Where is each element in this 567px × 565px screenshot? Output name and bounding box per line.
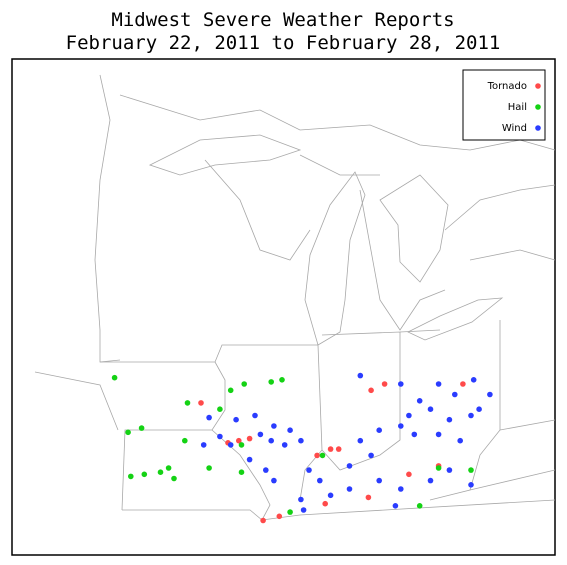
report-point	[327, 446, 334, 452]
report-point	[406, 412, 412, 419]
report-point	[468, 412, 474, 419]
report-point	[406, 471, 412, 478]
report-point	[157, 469, 164, 476]
report-point	[368, 387, 374, 394]
report-point	[335, 446, 342, 452]
report-point	[182, 437, 188, 444]
legend-label: Wind	[502, 123, 527, 134]
report-point	[446, 467, 453, 473]
report-point	[317, 477, 323, 484]
report-point	[260, 517, 266, 524]
report-point	[276, 513, 283, 520]
legend-marker	[535, 125, 541, 131]
report-point	[427, 406, 434, 413]
report-point	[184, 400, 191, 406]
report-point	[200, 442, 207, 448]
report-point	[298, 496, 304, 503]
report-point	[322, 500, 329, 507]
legend-marker	[535, 83, 541, 89]
report-point	[376, 477, 383, 484]
report-point	[128, 473, 134, 480]
report-point	[171, 475, 177, 482]
report-point	[198, 400, 204, 406]
report-point	[241, 381, 247, 387]
report-point	[271, 423, 277, 429]
report-point	[206, 465, 212, 471]
report-point	[346, 463, 353, 469]
report-point	[238, 469, 245, 476]
state-borders	[34, 74, 556, 521]
report-point	[365, 494, 372, 501]
report-point	[381, 381, 388, 387]
report-point	[476, 406, 482, 413]
report-point	[468, 482, 474, 488]
report-point	[246, 456, 253, 463]
report-point	[435, 465, 442, 471]
report-point	[217, 406, 223, 413]
title-line: February 22, 2011 to February 28, 2011	[66, 32, 501, 54]
report-point	[287, 427, 293, 434]
report-point	[376, 427, 383, 434]
report-point	[165, 465, 172, 471]
report-point	[227, 387, 234, 394]
report-point	[327, 492, 334, 499]
report-point	[138, 425, 145, 431]
report-point	[416, 503, 423, 509]
report-point	[298, 437, 304, 444]
report-point	[398, 423, 404, 429]
report-point	[217, 433, 223, 440]
report-point	[427, 477, 434, 484]
report-point	[263, 467, 269, 473]
report-point	[470, 377, 477, 383]
report-point	[287, 509, 293, 515]
report-point	[452, 391, 458, 398]
report-point	[206, 414, 212, 421]
report-point	[268, 437, 275, 444]
report-point	[271, 477, 277, 484]
report-point	[141, 471, 148, 478]
report-point	[468, 467, 474, 473]
report-point	[435, 431, 442, 438]
report-point	[357, 437, 364, 444]
report-point	[279, 377, 285, 383]
legend-label: Hail	[508, 102, 527, 113]
report-point	[435, 381, 442, 387]
report-point	[460, 381, 466, 387]
report-point	[398, 381, 404, 387]
report-point	[233, 416, 239, 423]
report-point	[319, 452, 326, 459]
legend-box	[462, 69, 546, 141]
report-point	[252, 412, 258, 419]
report-point	[398, 486, 404, 492]
report-point	[457, 437, 464, 444]
report-point	[238, 442, 245, 448]
report-point	[125, 429, 131, 436]
title-line: Midwest Severe Weather Reports	[111, 9, 454, 31]
report-point	[416, 398, 423, 404]
report-point	[314, 452, 320, 459]
report-point	[111, 374, 118, 381]
report-point	[446, 416, 453, 423]
report-point	[300, 507, 307, 513]
legend-marker	[535, 104, 541, 110]
report-point	[487, 391, 493, 398]
map-frame	[11, 58, 556, 556]
legend-label: Tornado	[487, 81, 527, 92]
report-point	[368, 452, 374, 459]
report-point	[411, 431, 418, 438]
report-point	[227, 442, 234, 448]
report-point	[246, 435, 253, 442]
report-point	[357, 372, 364, 379]
report-point	[236, 437, 242, 444]
report-point	[346, 486, 353, 492]
report-point	[392, 503, 399, 509]
report-point	[281, 442, 288, 448]
report-point	[306, 467, 312, 473]
report-point	[257, 431, 264, 438]
report-point	[268, 379, 275, 385]
